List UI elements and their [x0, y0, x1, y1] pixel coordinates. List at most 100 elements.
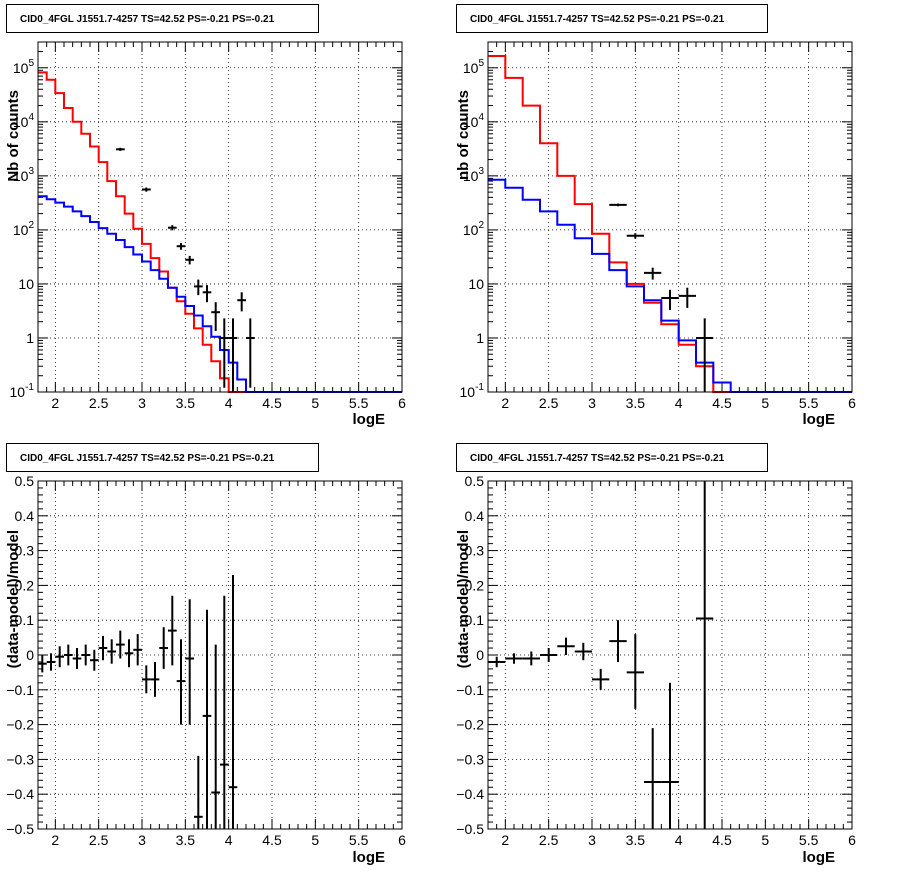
y-tick-label: 102	[13, 220, 35, 238]
y-tick-label: 0.3	[15, 543, 35, 559]
y-tick-label: 1	[26, 330, 34, 346]
x-tick-label: 6	[398, 832, 406, 848]
y-tick-label: 0.4	[465, 508, 485, 524]
y-tick-label: 10-1	[10, 382, 35, 400]
y-axis-label: nb of counts	[455, 90, 472, 180]
y-tick-label: −0.4	[456, 786, 484, 802]
x-tick-label: 5.5	[799, 832, 819, 848]
x-axis-label: logE	[803, 849, 836, 866]
chart-title-box	[456, 4, 768, 33]
plot-area	[488, 42, 852, 392]
plot-area	[38, 481, 402, 829]
x-tick-label: 4.5	[712, 395, 732, 411]
y-axis-label: (data-model)/model	[5, 530, 22, 668]
y-tick-label: −0.2	[6, 717, 34, 733]
y-tick-label: 0.1	[465, 612, 485, 628]
y-tick-label: 0	[476, 647, 484, 663]
y-tick-label: 102	[463, 220, 485, 238]
y-tick-label: −0.1	[6, 682, 34, 698]
y-tick-label: 10	[18, 276, 34, 292]
y-tick-label: 0.4	[15, 508, 35, 524]
x-tick-label: 4	[225, 832, 233, 848]
x-tick-label: 3.5	[176, 832, 196, 848]
x-tick-label: 3.5	[626, 395, 646, 411]
chart-title-box	[456, 443, 768, 472]
y-tick-label: 104	[13, 112, 35, 130]
y-tick-label: −0.5	[456, 821, 484, 837]
x-tick-label: 4	[675, 395, 683, 411]
plot-frame	[37, 41, 403, 393]
y-tick-label: −0.5	[6, 821, 34, 837]
x-tick-label: 5.5	[349, 395, 369, 411]
x-tick-label: 2	[501, 395, 509, 411]
x-tick-label: 2	[501, 832, 509, 848]
x-tick-label: 4	[225, 395, 233, 411]
y-tick-label: −0.4	[6, 786, 34, 802]
plot-frame	[37, 480, 403, 830]
x-tick-label: 4.5	[712, 832, 732, 848]
chart-pad-3: CID0_4FGL J1551.7-4257 TS=42.52 PS=-0.21…	[5, 443, 406, 866]
y-tick-label: 0	[26, 647, 34, 663]
x-tick-label: 2.5	[89, 832, 109, 848]
y-tick-label: 103	[13, 166, 35, 184]
x-tick-label: 6	[848, 832, 856, 848]
x-tick-label: 2	[51, 395, 59, 411]
x-tick-label: 5	[761, 395, 769, 411]
chart-title: CID0_4FGL J1551.7-4257 TS=42.52 PS=-0.21…	[20, 453, 275, 464]
y-tick-label: 105	[463, 58, 485, 76]
y-axis-label: Nb of counts	[5, 90, 22, 182]
y-tick-label: −0.1	[456, 682, 484, 698]
x-tick-label: 4	[675, 832, 683, 848]
x-tick-label: 5.5	[349, 832, 369, 848]
plot-area	[38, 42, 402, 392]
chart-title: CID0_4FGL J1551.7-4257 TS=42.52 PS=-0.21…	[20, 14, 275, 25]
y-tick-label: −0.2	[456, 717, 484, 733]
x-tick-label: 3	[588, 832, 596, 848]
plot-frame	[487, 480, 853, 830]
x-tick-label: 3	[138, 395, 146, 411]
x-axis-label: logE	[353, 849, 386, 866]
x-tick-label: 6	[398, 395, 406, 411]
y-tick-label: 1	[476, 330, 484, 346]
x-tick-label: 4.5	[262, 832, 282, 848]
y-tick-label: 10-1	[460, 382, 485, 400]
y-tick-label: 0.2	[15, 577, 35, 593]
chart-title: CID0_4FGL J1551.7-4257 TS=42.52 PS=-0.21…	[470, 14, 725, 25]
chart-title-box	[6, 443, 319, 472]
x-tick-label: 6	[848, 395, 856, 411]
y-tick-label: 0.2	[465, 577, 485, 593]
x-axis-label: logE	[353, 411, 386, 428]
y-tick-label: 10	[468, 276, 484, 292]
x-axis-label: logE	[803, 411, 836, 428]
y-tick-label: 0.1	[15, 612, 35, 628]
x-tick-label: 3	[138, 832, 146, 848]
y-tick-label: −0.3	[6, 751, 34, 767]
chart-title-box	[6, 4, 319, 33]
x-tick-label: 2.5	[539, 395, 559, 411]
x-tick-label: 3.5	[626, 832, 646, 848]
y-tick-label: −0.3	[456, 751, 484, 767]
x-tick-label: 2.5	[539, 832, 559, 848]
x-tick-label: 5	[311, 832, 319, 848]
x-tick-label: 5	[761, 832, 769, 848]
chart-title: CID0_4FGL J1551.7-4257 TS=42.52 PS=-0.21…	[470, 453, 725, 464]
y-tick-label: 104	[463, 112, 485, 130]
plot-frame	[487, 41, 853, 393]
y-tick-label: 103	[463, 166, 485, 184]
chart-pad-4: CID0_4FGL J1551.7-4257 TS=42.52 PS=-0.21…	[455, 443, 856, 866]
y-tick-label: 105	[13, 58, 35, 76]
y-axis-label: (data-model)/model	[455, 530, 472, 668]
x-tick-label: 2.5	[89, 395, 109, 411]
chart-pad-1: CID0_4FGL J1551.7-4257 TS=42.52 PS=-0.21…	[5, 4, 406, 428]
y-tick-label: 0.5	[15, 473, 35, 489]
y-tick-label: 0.3	[465, 543, 485, 559]
y-tick-label: 0.5	[465, 473, 485, 489]
x-tick-label: 3	[588, 395, 596, 411]
x-tick-label: 4.5	[262, 395, 282, 411]
x-tick-label: 5	[311, 395, 319, 411]
x-tick-label: 3.5	[176, 395, 196, 411]
x-tick-label: 2	[51, 832, 59, 848]
chart-pad-2: CID0_4FGL J1551.7-4257 TS=42.52 PS=-0.21…	[455, 4, 856, 428]
